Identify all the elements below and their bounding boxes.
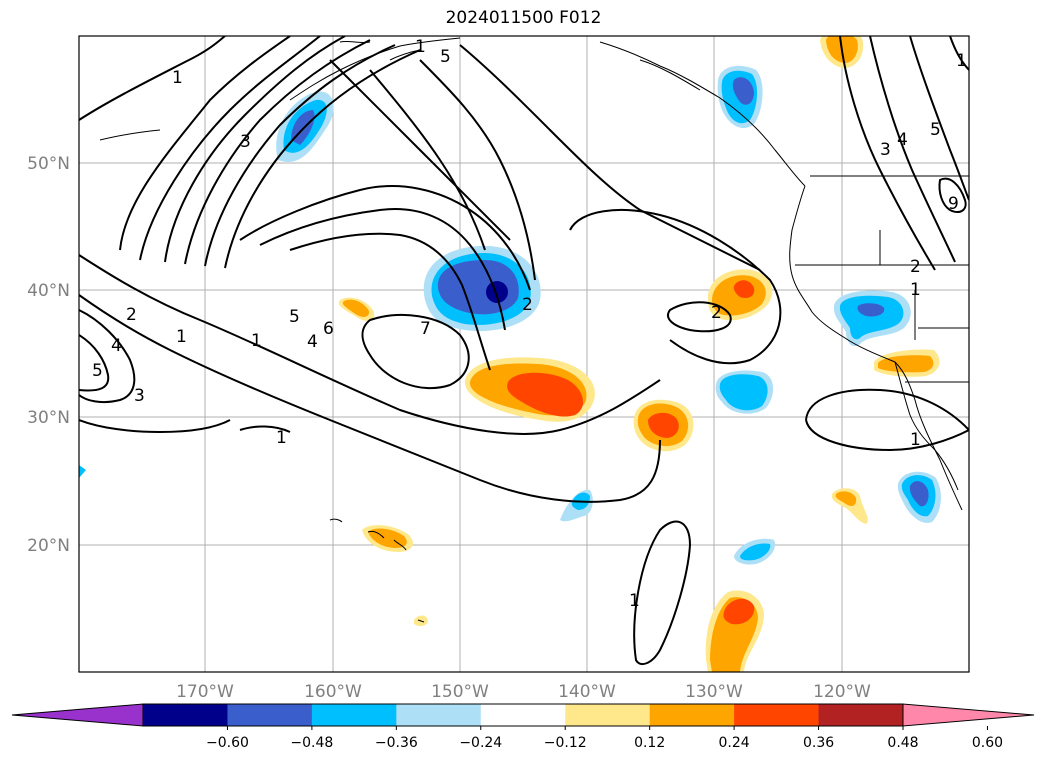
- colorbar-tick-label: −0.24: [459, 735, 502, 751]
- map-background: [79, 36, 969, 672]
- lat-label: 40°N: [27, 281, 70, 301]
- colorbar-tick-label: 0.36: [803, 735, 834, 751]
- negative-blob: [857, 303, 885, 317]
- contour-label: 5: [930, 120, 941, 140]
- contour-label: 1: [276, 428, 287, 448]
- negative-blob: [839, 295, 904, 340]
- positive-blob: [648, 412, 679, 438]
- contour-label: 1: [415, 37, 426, 57]
- lat-label: 30°N: [27, 408, 70, 428]
- positive-blob: [723, 598, 755, 625]
- contour-label: 4: [111, 336, 122, 356]
- contour-labels: 1 3 5 6 4 1 7 2 1 2 4 5 3 1 1 2 1 3 4 5 …: [92, 37, 967, 611]
- shaded-fields: [79, 36, 941, 672]
- negative-blob: [79, 465, 86, 478]
- colorbar-tick-label: 0.12: [634, 735, 665, 751]
- lon-label: 150°W: [431, 682, 489, 702]
- contour-label: 1: [629, 591, 640, 611]
- colorbar-tick-label: −0.60: [206, 735, 249, 751]
- contour-label: 2: [910, 257, 921, 277]
- colorbar-labels: −0.60 −0.48 −0.36 −0.24 −0.12 0.12 0.24 0.36 0.4…: [206, 726, 1003, 751]
- contour-label: 3: [880, 140, 891, 160]
- colorbar-segment: [565, 704, 651, 726]
- lon-label: 130°W: [685, 682, 743, 702]
- lat-axis: 50°N 40°N 30°N 20°N: [27, 154, 70, 556]
- negative-blob: [909, 481, 929, 507]
- negative-blob: [740, 543, 771, 561]
- contour-label: 1: [910, 430, 921, 450]
- contour-label: 1: [172, 68, 183, 88]
- colorbar-segment: [480, 704, 566, 726]
- lon-label: 160°W: [304, 682, 362, 702]
- colorbar-tick-label: 0.60: [972, 735, 1003, 751]
- negative-core: [486, 281, 508, 303]
- contour-label: 3: [240, 132, 251, 152]
- contour-label: 5: [92, 361, 103, 381]
- contour-label: 2: [711, 303, 722, 323]
- colorbar-segment: [227, 704, 313, 726]
- positive-blob: [835, 491, 857, 506]
- contour-lines: [79, 36, 969, 666]
- colorbar-tick-label: 0.24: [719, 735, 750, 751]
- contour-label: 1: [956, 51, 967, 71]
- contour-label: 3: [134, 386, 145, 406]
- colorbar-tick-label: −0.36: [375, 735, 418, 751]
- colorbar-outline: [142, 703, 904, 727]
- colorbar-segment: [734, 704, 820, 726]
- lat-label: 20°N: [27, 536, 70, 556]
- contour-label: 5: [440, 47, 451, 67]
- contour-label: 1: [251, 331, 262, 351]
- map-frame: [78, 35, 970, 673]
- contour-label: 9: [948, 194, 959, 214]
- contour-label: 2: [126, 305, 137, 325]
- contour-label: 1: [176, 327, 187, 347]
- contour-label: 2: [522, 295, 533, 315]
- lon-label: 140°W: [558, 682, 616, 702]
- contour-label: 4: [307, 332, 318, 352]
- positive-blob: [507, 372, 584, 417]
- lon-label: 120°W: [813, 682, 871, 702]
- colorbar-segment: [396, 704, 482, 726]
- positive-blob: [733, 280, 755, 298]
- colorbar-segment: [649, 704, 735, 726]
- positive-blob: [342, 299, 370, 317]
- contour-label: 5: [289, 307, 300, 327]
- contour-label: 4: [897, 130, 908, 150]
- colorbar-segment: [143, 704, 228, 726]
- colorbar-segment: [818, 704, 904, 726]
- map-title: 2024011500 F012: [445, 8, 602, 28]
- colorbar: [11, 703, 1035, 727]
- colorbar-extend-low: [11, 703, 144, 727]
- negative-blob: [732, 77, 754, 105]
- positive-blob: [878, 355, 934, 373]
- lon-axis: 170°W 160°W 150°W 140°W 130°W 120°W: [176, 682, 871, 702]
- colorbar-extend-high: [902, 703, 1035, 727]
- contour-label: 6: [323, 319, 334, 339]
- contour-label: 7: [420, 319, 431, 339]
- colorbar-tick-label: 0.48: [887, 735, 918, 751]
- lon-label: 170°W: [176, 682, 234, 702]
- colorbar-tick-label: −0.12: [544, 735, 587, 751]
- colorbar-tick-label: −0.48: [290, 735, 333, 751]
- negative-blob: [719, 374, 768, 411]
- contour-label: 1: [910, 280, 921, 300]
- colorbar-segment: [311, 704, 397, 726]
- lat-label: 50°N: [27, 154, 70, 174]
